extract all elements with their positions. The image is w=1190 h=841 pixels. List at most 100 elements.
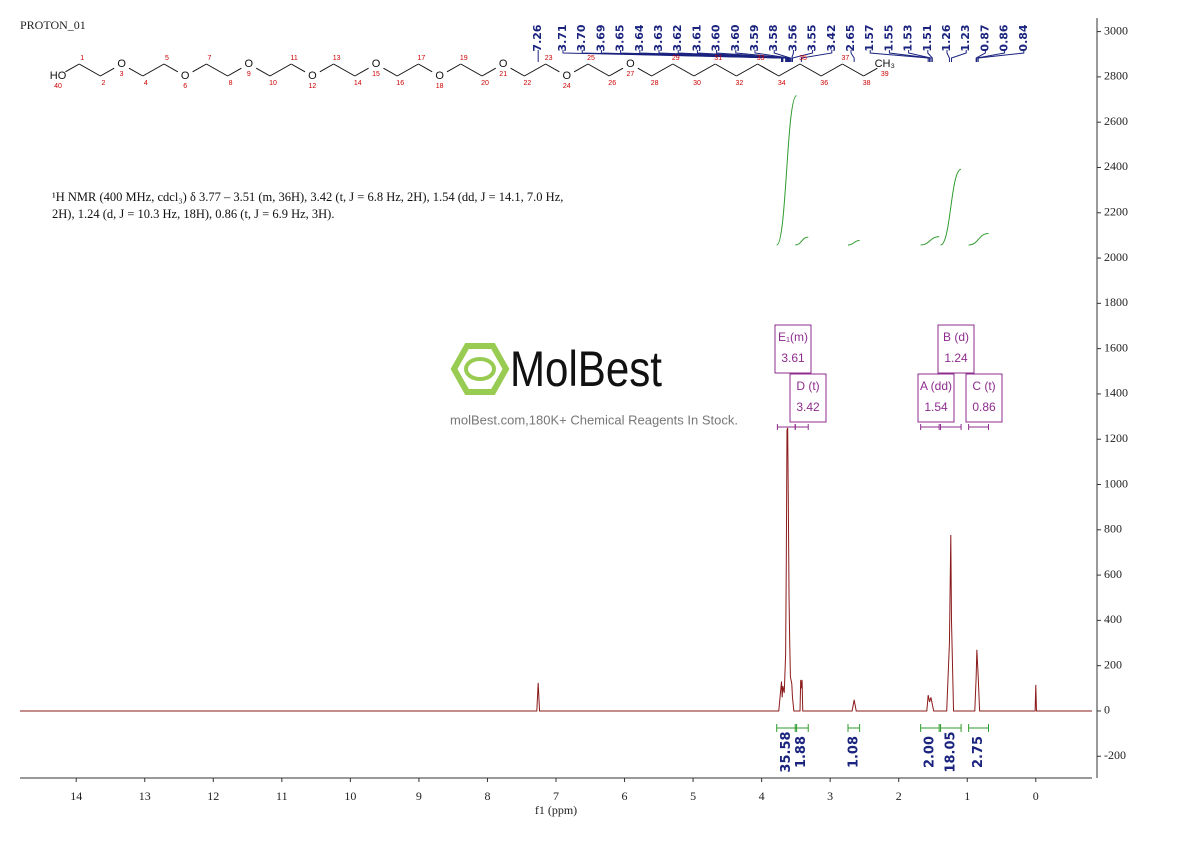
peak-leader (850, 50, 855, 62)
integral-curve (776, 95, 798, 246)
x-tick-label: 4 (759, 789, 765, 803)
logo-ring (464, 357, 496, 381)
atom-number: 39 (881, 71, 889, 78)
y-tick-label: 1600 (1104, 340, 1128, 354)
logo-hexagon (450, 343, 510, 395)
peak-leader (950, 50, 967, 62)
peak-label: 3.61 (690, 24, 703, 51)
peak-label: 3.70 (575, 24, 588, 51)
atom-label: O (563, 70, 572, 82)
peak-leader (735, 50, 790, 62)
bond (192, 63, 207, 73)
bond (128, 67, 144, 77)
y-tick-label: 1800 (1104, 295, 1128, 309)
atom-number: 4 (144, 80, 148, 87)
bond (637, 67, 652, 77)
x-tick-label: 8 (484, 789, 490, 803)
x-tick-label: 3 (827, 789, 833, 803)
multiplet-shift: 3.42 (796, 400, 820, 414)
integral-label: 18.05 (943, 731, 958, 772)
atom-number: 5 (165, 55, 169, 62)
atom-number: 38 (863, 80, 871, 87)
bond (206, 63, 228, 77)
bond (396, 63, 419, 77)
x-tick-label: 6 (622, 789, 628, 803)
y-tick-label: 0 (1104, 703, 1110, 717)
bond (842, 63, 864, 77)
integral-label: 1.88 (794, 736, 809, 768)
atom-number: 17 (418, 55, 426, 62)
atom-label: O (308, 70, 317, 82)
chart-title: PROTON_01 (20, 18, 86, 32)
peak-label: 3.71 (556, 24, 569, 51)
bond (757, 63, 780, 77)
x-tick-label: 14 (70, 789, 82, 803)
peak-leader (946, 50, 950, 62)
multiplet-box (789, 373, 827, 423)
integral-bracket (968, 724, 990, 732)
peak-label: 3.55 (806, 24, 819, 51)
multiplet-shift: 1.54 (924, 400, 948, 414)
atom-number: 18 (436, 83, 444, 90)
bond (510, 67, 525, 77)
atom-number: 30 (693, 80, 701, 87)
multiplet-name: D (t) (796, 379, 819, 393)
multiplet-shift: 3.61 (781, 351, 805, 365)
bond (319, 63, 334, 73)
peak-label: 3.42 (825, 24, 838, 51)
y-tick-label: 1400 (1104, 386, 1128, 400)
integral-bracket (794, 724, 809, 732)
atom-number: 29 (672, 55, 680, 62)
atom-number: 15 (372, 71, 380, 78)
integral-bracket (920, 724, 940, 732)
bond (163, 63, 179, 73)
atom-number: 8 (229, 80, 233, 87)
integral-curve (847, 239, 860, 246)
peak-label: 3.60 (729, 24, 742, 51)
y-tick-label: 1200 (1104, 431, 1128, 445)
peak-label: 1.57 (863, 24, 876, 51)
y-tick-label: 2600 (1104, 114, 1128, 128)
multiplet-name: E₁(m) (778, 330, 808, 344)
peak-leader (908, 50, 932, 62)
peak-label: 3.69 (594, 24, 607, 51)
peak-leader (977, 50, 1025, 62)
peak-label: 3.59 (748, 24, 761, 51)
bond (142, 63, 165, 77)
peak-label: 3.64 (633, 24, 646, 51)
peak-label: 0.86 (998, 24, 1011, 51)
atom-number: 22 (524, 80, 532, 87)
bond (545, 63, 560, 73)
atom-label: O (499, 58, 508, 70)
atom-number: 26 (608, 80, 616, 87)
x-axis-label: f1 (ppm) (535, 803, 577, 817)
multiplet-name: A (dd) (920, 379, 952, 393)
y-tick-label: 1000 (1104, 476, 1128, 490)
peak-label: 3.58 (767, 24, 780, 51)
y-tick-label: 2800 (1104, 69, 1128, 83)
integral-curve (795, 236, 809, 246)
atom-number: 21 (499, 71, 507, 78)
atom-label: CH₃ (875, 58, 895, 70)
y-tick-label: 2200 (1104, 205, 1128, 219)
bond (269, 63, 292, 77)
spectrum-line (20, 427, 1092, 712)
atom-number: 7 (207, 55, 211, 62)
multiplet-range (776, 424, 796, 430)
peak-label: 3.62 (671, 24, 684, 51)
bond (100, 67, 115, 77)
bond (714, 63, 737, 77)
multiplet-name: C (t) (972, 379, 995, 393)
bond (418, 63, 433, 73)
atom-number: 32 (736, 80, 744, 87)
peak-label: 3.56 (786, 24, 799, 51)
atom-number: 1 (80, 55, 84, 62)
integral-label: 35.58 (779, 731, 794, 772)
bond (651, 63, 674, 77)
multiplet-range (968, 424, 990, 430)
integral-curve (968, 232, 989, 246)
bond (573, 63, 589, 73)
nmr-description: 2H), 1.24 (d, J = 10.3 Hz, 18H), 0.86 (t… (52, 207, 334, 221)
bond (65, 63, 80, 73)
